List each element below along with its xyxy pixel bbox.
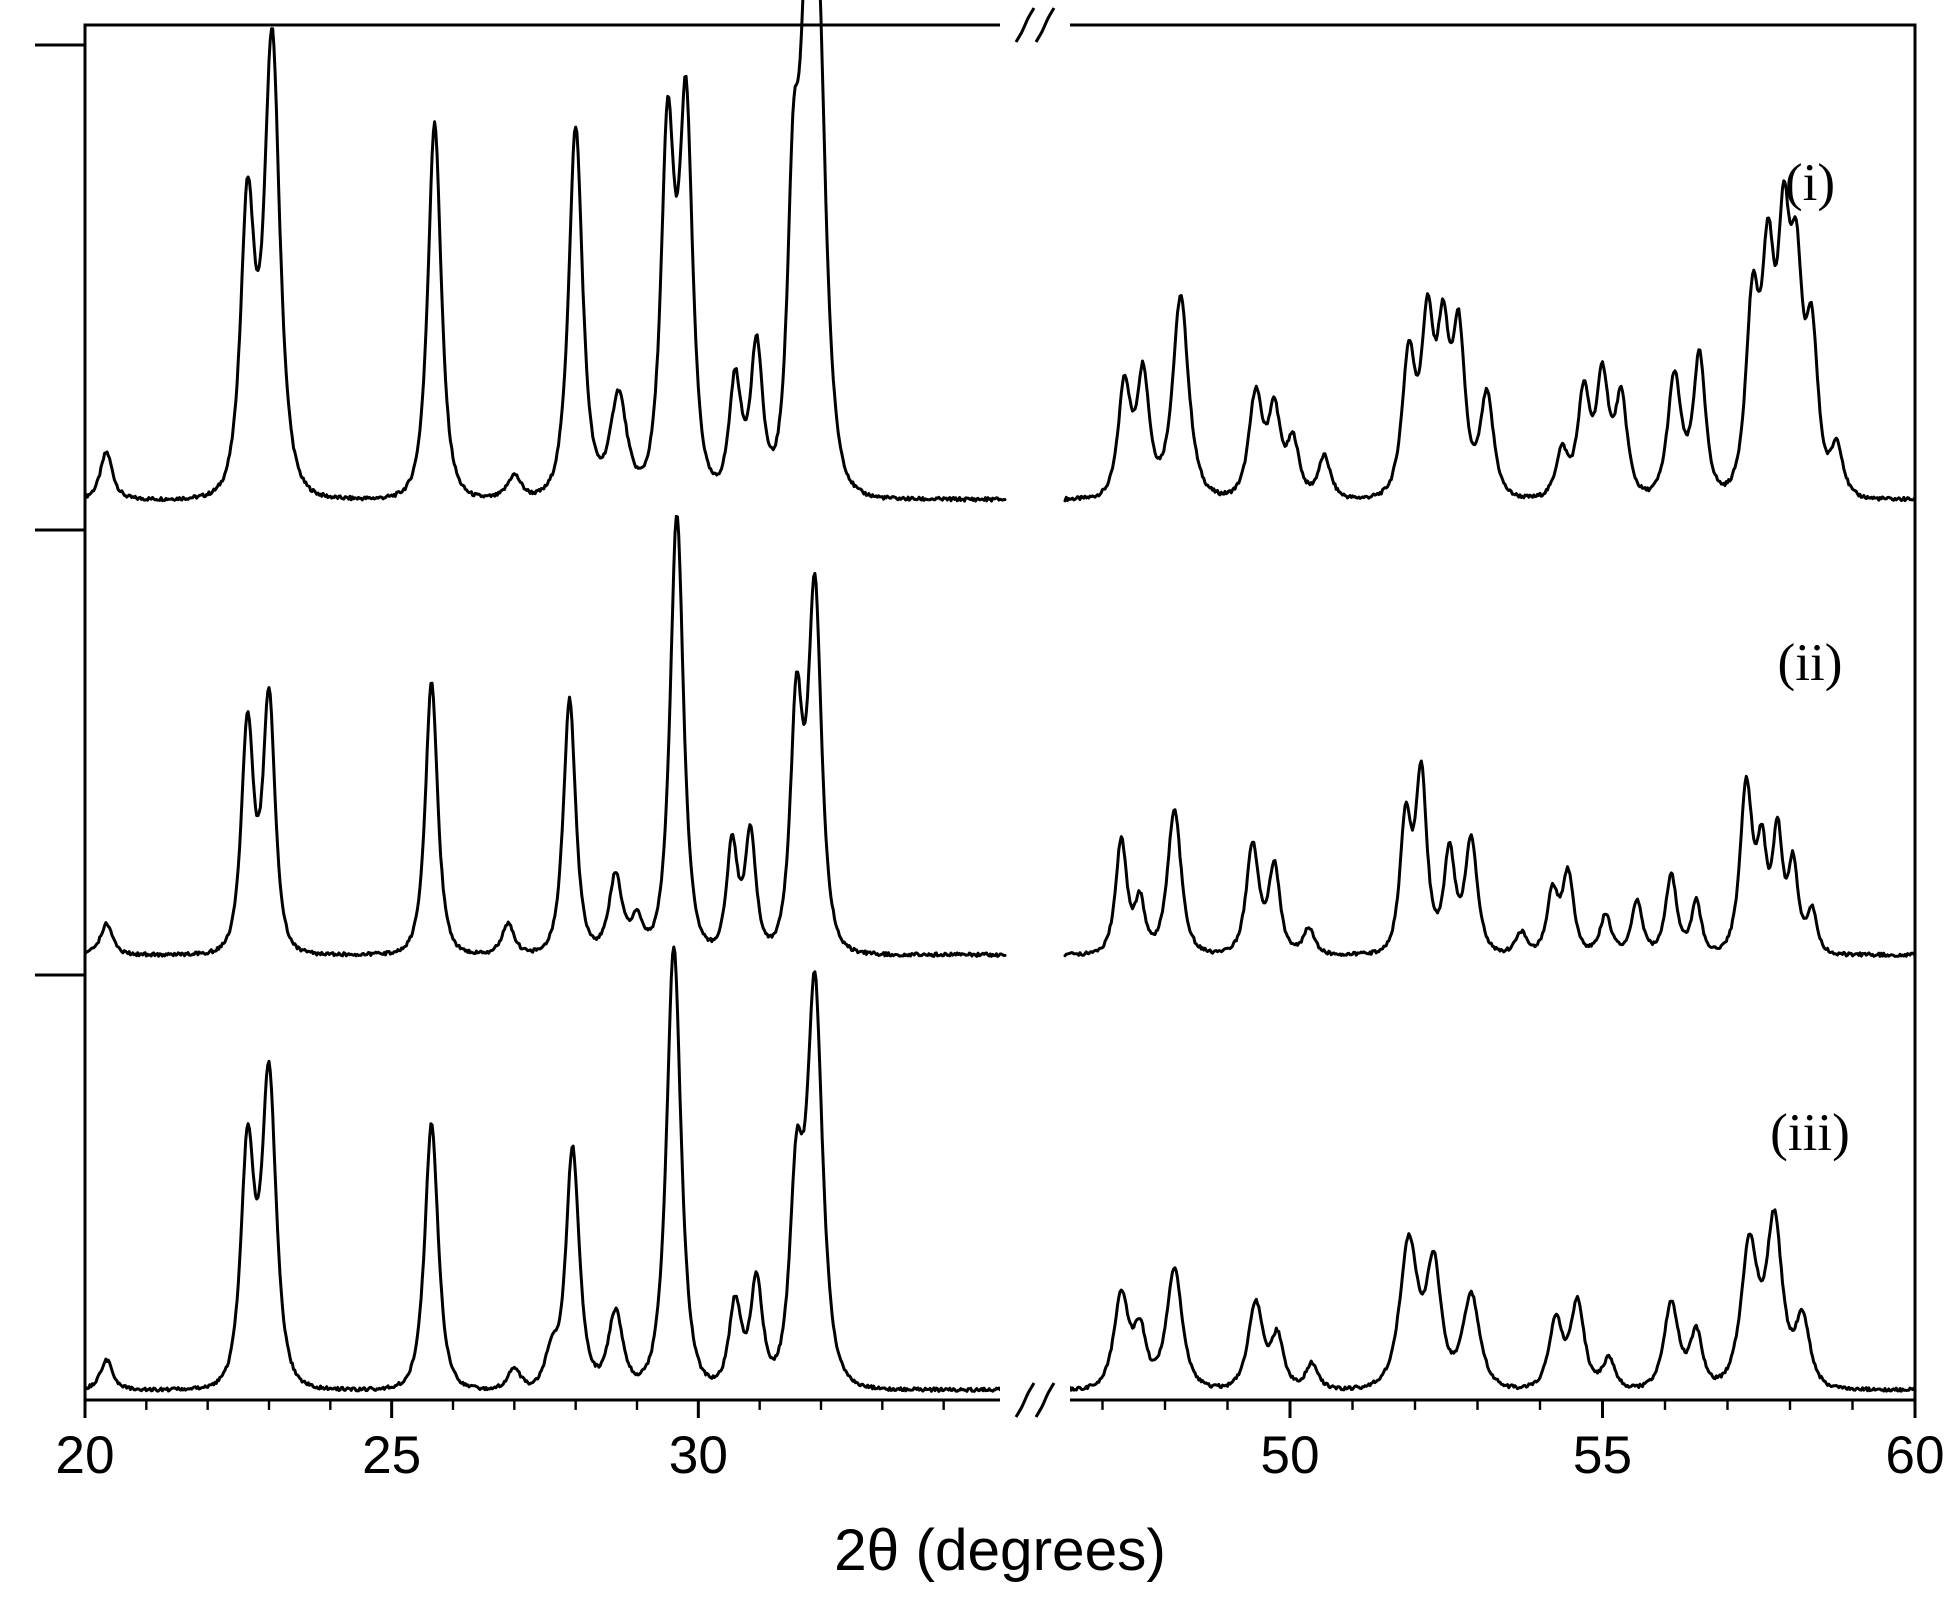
xtick-label: 50 xyxy=(1260,1426,1319,1485)
xrd-stacked-chart: (i) (ii) (iii) 20 25 30 50 55 60 2θ (degrees) xyxy=(0,0,1950,1620)
x-axis-label: 2θ (degrees) xyxy=(834,1518,1166,1583)
xtick-label: 55 xyxy=(1573,1426,1632,1485)
panel-label-ii: (ii) xyxy=(1778,633,1843,692)
xtick-label: 60 xyxy=(1885,1426,1944,1485)
xtick-label: 25 xyxy=(362,1426,421,1485)
xtick-label: 30 xyxy=(669,1426,728,1485)
xtick-label: 20 xyxy=(55,1426,114,1485)
panel-label-i: (i) xyxy=(1785,153,1835,212)
panel-label-iii: (iii) xyxy=(1770,1103,1850,1162)
